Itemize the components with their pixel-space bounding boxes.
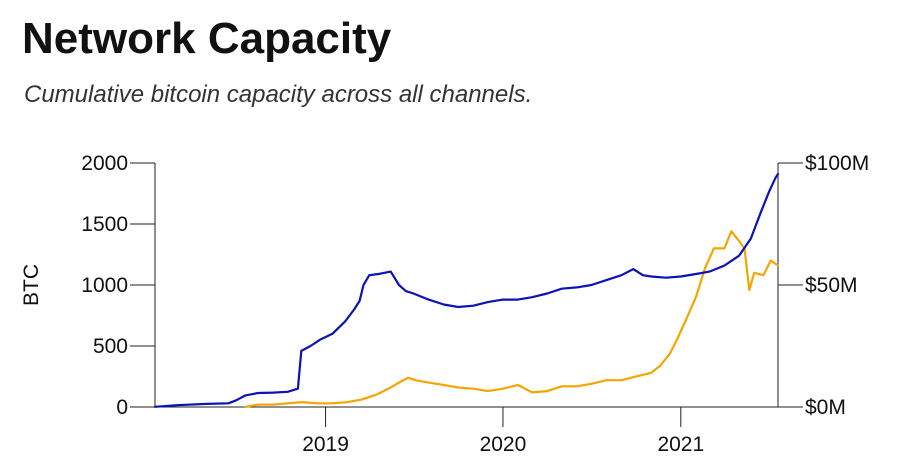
chart-axes (130, 162, 803, 427)
x-tick-label: 2020 (480, 433, 527, 456)
x-tick-label: 2021 (657, 433, 704, 456)
y-tick-label-left: 1500 (81, 213, 128, 236)
y-tick-label-right: $100M (805, 152, 869, 175)
y-tick-label-right: $0M (805, 396, 846, 419)
x-tick-label: 2019 (302, 433, 349, 456)
y-tick-label-left: 1000 (81, 274, 128, 297)
y-axis-title: BTC (20, 264, 43, 306)
chart-labels: 0 500 1000 1500 2000 $0M $50M $100M 2019 2020 2021… (20, 152, 869, 456)
y-tick-label-left: 0 (116, 396, 128, 419)
page-subtitle: Cumulative bitcoin capacity across all c… (24, 81, 533, 108)
chart-series (153, 172, 780, 409)
y-tick-label-left: 500 (93, 335, 128, 358)
y-tick-label-left: 2000 (81, 152, 128, 175)
page-title: Network Capacity (22, 14, 392, 63)
series-line-right (244, 230, 780, 409)
y-tick-label-right: $50M (805, 274, 858, 297)
series-line-left (153, 172, 780, 408)
